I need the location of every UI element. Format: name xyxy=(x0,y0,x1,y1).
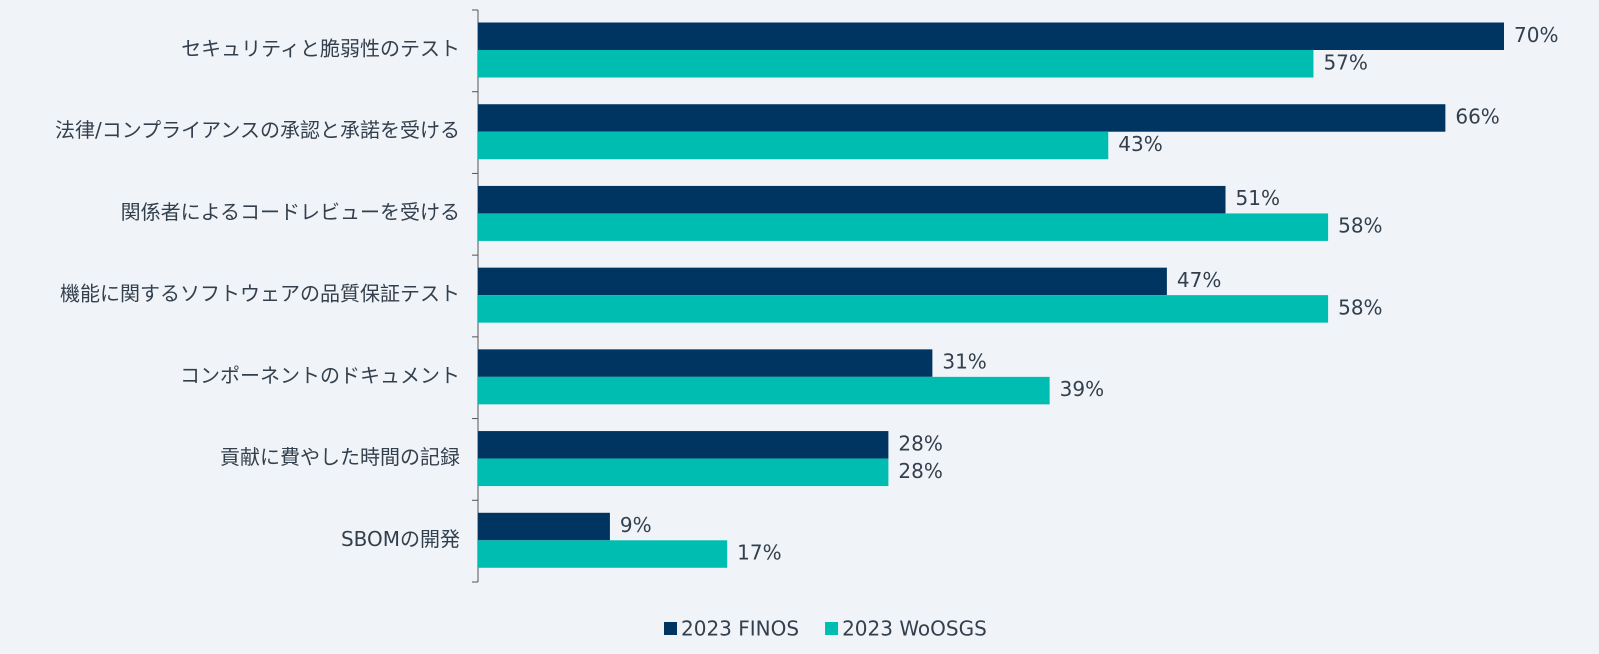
legend-swatch xyxy=(664,622,677,635)
bar xyxy=(478,185,1226,214)
value-label: 43% xyxy=(1118,132,1162,156)
value-label: 31% xyxy=(942,350,986,374)
category-label: 関係者によるコードレビューを受ける xyxy=(121,200,460,224)
legend-label: 2023 FINOS xyxy=(681,617,799,641)
value-label: 51% xyxy=(1236,186,1280,210)
category-label: 法律/コンプライアンスの承認と承諾を受ける xyxy=(55,118,460,142)
value-label: 66% xyxy=(1455,104,1499,128)
category-label: セキュリティと脆弱性のテスト xyxy=(181,37,460,61)
bar xyxy=(478,50,1314,78)
value-label: 28% xyxy=(898,459,942,483)
bar xyxy=(478,458,889,487)
bar xyxy=(478,267,1167,296)
value-label: 28% xyxy=(898,431,942,455)
category-label: コンポーネントのドキュメント xyxy=(180,363,460,387)
value-label: 58% xyxy=(1338,295,1382,319)
category-label: 貢献に費やした時間の記録 xyxy=(220,445,460,469)
category-label: SBOMの開発 xyxy=(341,527,460,551)
bar xyxy=(478,213,1329,241)
bar xyxy=(478,295,1329,323)
value-label: 47% xyxy=(1177,268,1221,292)
value-label: 39% xyxy=(1060,377,1104,401)
bar xyxy=(478,131,1109,160)
category-label: 機能に関するソフトウェアの品質保証テスト xyxy=(60,282,460,306)
value-label: 70% xyxy=(1514,23,1558,47)
value-label: 9% xyxy=(620,513,652,537)
value-label: 17% xyxy=(737,541,781,565)
bar xyxy=(478,376,1050,405)
bar xyxy=(478,431,889,459)
bar xyxy=(478,512,610,541)
bar xyxy=(478,22,1504,50)
legend-swatch xyxy=(825,622,839,635)
legend-label: 2023 WoOSGS xyxy=(842,617,987,641)
value-label: 57% xyxy=(1323,50,1367,74)
bar xyxy=(478,540,728,568)
bar xyxy=(478,104,1446,132)
bar xyxy=(478,349,933,377)
value-label: 58% xyxy=(1338,214,1382,238)
